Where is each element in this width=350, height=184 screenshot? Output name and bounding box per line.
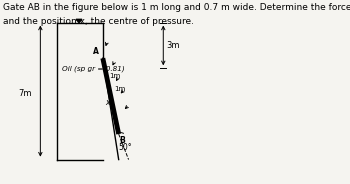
Text: 1m: 1m bbox=[115, 86, 126, 92]
Text: and the position x, the centre of pressure.: and the position x, the centre of pressu… bbox=[3, 17, 194, 26]
Text: 7m: 7m bbox=[18, 89, 32, 98]
Text: B: B bbox=[119, 136, 125, 145]
Text: Gate AB in the figure below is 1 m long and 0.7 m wide. Determine the force (F) : Gate AB in the figure below is 1 m long … bbox=[3, 3, 350, 12]
Text: 1m: 1m bbox=[109, 73, 121, 79]
Text: A: A bbox=[93, 47, 99, 56]
Text: 3m: 3m bbox=[166, 41, 180, 50]
Text: x: x bbox=[105, 98, 110, 107]
Polygon shape bbox=[76, 19, 82, 23]
Text: 50°: 50° bbox=[119, 144, 132, 152]
Text: Oil (sp gr = 0.81): Oil (sp gr = 0.81) bbox=[62, 65, 125, 72]
